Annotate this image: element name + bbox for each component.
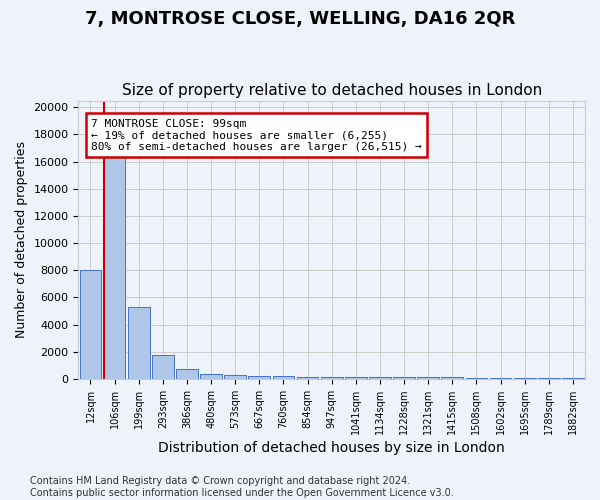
Bar [80, 270, 101, 379]
Title: Size of property relative to detached houses in London: Size of property relative to detached ho… [122, 83, 542, 98]
Bar [562, 378, 584, 379]
Bar [104, 153, 125, 379]
Bar [321, 377, 343, 379]
Bar [297, 376, 319, 379]
Bar [176, 370, 198, 379]
Bar [345, 377, 367, 379]
X-axis label: Distribution of detached houses by size in London: Distribution of detached houses by size … [158, 441, 505, 455]
Bar [538, 378, 560, 379]
Text: 7 MONTROSE CLOSE: 99sqm
← 19% of detached houses are smaller (6,255)
80% of semi: 7 MONTROSE CLOSE: 99sqm ← 19% of detache… [91, 118, 422, 152]
Bar [514, 378, 536, 379]
Y-axis label: Number of detached properties: Number of detached properties [15, 141, 28, 338]
Bar [152, 355, 173, 379]
Text: Contains HM Land Registry data © Crown copyright and database right 2024.
Contai: Contains HM Land Registry data © Crown c… [30, 476, 454, 498]
Bar [248, 376, 270, 379]
Bar [200, 374, 222, 379]
Bar [272, 376, 295, 379]
Bar [466, 378, 487, 379]
Bar [418, 378, 439, 379]
Bar [369, 377, 391, 379]
Bar [224, 375, 246, 379]
Bar [442, 378, 463, 379]
Bar [128, 307, 149, 379]
Text: 7, MONTROSE CLOSE, WELLING, DA16 2QR: 7, MONTROSE CLOSE, WELLING, DA16 2QR [85, 10, 515, 28]
Bar [393, 377, 415, 379]
Bar [490, 378, 511, 379]
